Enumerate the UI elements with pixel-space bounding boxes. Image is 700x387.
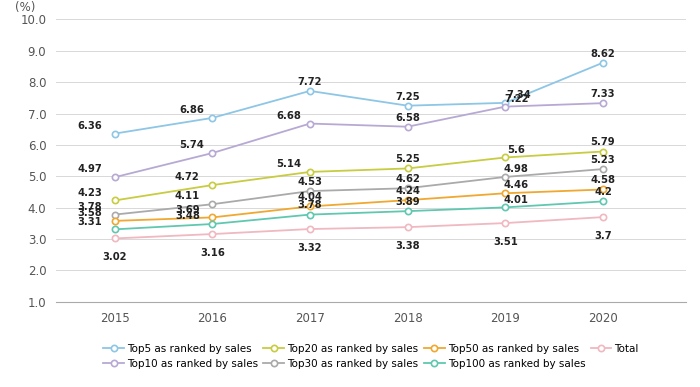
Text: 4.46: 4.46 <box>504 180 529 190</box>
Top100 as ranked by sales <box>403 209 412 214</box>
Text: 4.98: 4.98 <box>504 164 529 174</box>
Top10 as ranked by sales <box>501 104 510 109</box>
Text: 3.69: 3.69 <box>175 205 199 215</box>
Top100 as ranked by sales <box>111 227 119 232</box>
Top100 as ranked by sales <box>306 212 314 217</box>
Text: 3.32: 3.32 <box>298 243 322 253</box>
Top50 as ranked by sales <box>111 219 119 223</box>
Text: 4.11: 4.11 <box>175 192 200 202</box>
Text: 7.22: 7.22 <box>504 94 528 104</box>
Text: 3.89: 3.89 <box>395 197 420 207</box>
Text: 4.72: 4.72 <box>175 172 199 182</box>
Text: 7.33: 7.33 <box>591 89 615 99</box>
Top50 as ranked by sales <box>306 204 314 209</box>
Top10 as ranked by sales <box>306 121 314 126</box>
Text: 4.58: 4.58 <box>591 175 615 185</box>
Text: 6.36: 6.36 <box>77 121 102 131</box>
Top50 as ranked by sales <box>403 198 412 202</box>
Top20 as ranked by sales <box>208 183 216 187</box>
Top10 as ranked by sales <box>403 124 412 129</box>
Text: 7.25: 7.25 <box>395 91 420 101</box>
Text: 4.24: 4.24 <box>395 186 420 196</box>
Text: 3.58: 3.58 <box>77 208 102 218</box>
Text: 4.62: 4.62 <box>395 174 420 184</box>
Total <box>501 221 510 225</box>
Top100 as ranked by sales <box>598 199 607 204</box>
Text: 5.23: 5.23 <box>591 155 615 165</box>
Text: (%): (%) <box>15 1 36 14</box>
Top50 as ranked by sales <box>208 215 216 220</box>
Top50 as ranked by sales <box>501 191 510 195</box>
Top5 as ranked by sales <box>208 116 216 120</box>
Top100 as ranked by sales <box>208 222 216 226</box>
Top20 as ranked by sales <box>306 170 314 174</box>
Top30 as ranked by sales <box>306 189 314 194</box>
Text: 5.74: 5.74 <box>179 140 204 150</box>
Legend: Top5 as ranked by sales, Top10 as ranked by sales, Top20 as ranked by sales, Top: Top5 as ranked by sales, Top10 as ranked… <box>103 344 639 369</box>
Text: 3.7: 3.7 <box>594 231 612 241</box>
Total <box>208 232 216 236</box>
Text: 3.38: 3.38 <box>395 241 420 251</box>
Top30 as ranked by sales <box>501 175 510 179</box>
Top20 as ranked by sales <box>111 198 119 203</box>
Top20 as ranked by sales <box>403 166 412 171</box>
Text: 4.2: 4.2 <box>594 187 612 197</box>
Top100 as ranked by sales <box>501 205 510 210</box>
Line: Top100 as ranked by sales: Top100 as ranked by sales <box>111 198 606 233</box>
Text: 5.25: 5.25 <box>395 154 420 164</box>
Total <box>403 225 412 229</box>
Top5 as ranked by sales <box>403 103 412 108</box>
Text: 3.02: 3.02 <box>102 252 127 262</box>
Text: 3.16: 3.16 <box>199 248 225 258</box>
Top5 as ranked by sales <box>501 101 510 105</box>
Text: 4.53: 4.53 <box>298 177 323 187</box>
Text: 4.97: 4.97 <box>77 164 102 175</box>
Top10 as ranked by sales <box>111 175 119 180</box>
Top5 as ranked by sales <box>306 89 314 93</box>
Text: 5.14: 5.14 <box>276 159 302 169</box>
Text: 6.58: 6.58 <box>395 113 420 123</box>
Text: 6.86: 6.86 <box>179 105 204 115</box>
Text: 5.79: 5.79 <box>591 137 615 147</box>
Text: 3.31: 3.31 <box>77 217 102 226</box>
Text: 3.78: 3.78 <box>77 202 102 212</box>
Total <box>111 236 119 241</box>
Line: Top5 as ranked by sales: Top5 as ranked by sales <box>111 60 606 137</box>
Total <box>306 227 314 231</box>
Text: 6.68: 6.68 <box>276 111 302 121</box>
Top20 as ranked by sales <box>501 155 510 160</box>
Line: Top20 as ranked by sales: Top20 as ranked by sales <box>111 148 606 204</box>
Text: 7.34: 7.34 <box>507 90 531 100</box>
Text: 3.78: 3.78 <box>298 200 322 211</box>
Top30 as ranked by sales <box>111 212 119 217</box>
Text: 8.62: 8.62 <box>591 48 615 58</box>
Top50 as ranked by sales <box>598 187 607 192</box>
Text: 4.01: 4.01 <box>504 195 529 205</box>
Line: Total: Total <box>111 214 606 241</box>
Total <box>598 215 607 219</box>
Text: 4.04: 4.04 <box>298 192 323 202</box>
Line: Top10 as ranked by sales: Top10 as ranked by sales <box>111 100 606 180</box>
Top5 as ranked by sales <box>598 60 607 65</box>
Top10 as ranked by sales <box>208 151 216 156</box>
Top5 as ranked by sales <box>111 131 119 136</box>
Top10 as ranked by sales <box>598 101 607 106</box>
Top30 as ranked by sales <box>208 202 216 207</box>
Text: 3.51: 3.51 <box>493 237 518 247</box>
Text: 3.48: 3.48 <box>175 211 199 221</box>
Text: 4.23: 4.23 <box>77 188 102 198</box>
Text: 7.72: 7.72 <box>298 77 322 87</box>
Top30 as ranked by sales <box>598 167 607 171</box>
Top30 as ranked by sales <box>403 186 412 190</box>
Line: Top50 as ranked by sales: Top50 as ranked by sales <box>111 187 606 224</box>
Top20 as ranked by sales <box>598 149 607 154</box>
Text: 5.6: 5.6 <box>508 145 526 155</box>
Line: Top30 as ranked by sales: Top30 as ranked by sales <box>111 166 606 218</box>
